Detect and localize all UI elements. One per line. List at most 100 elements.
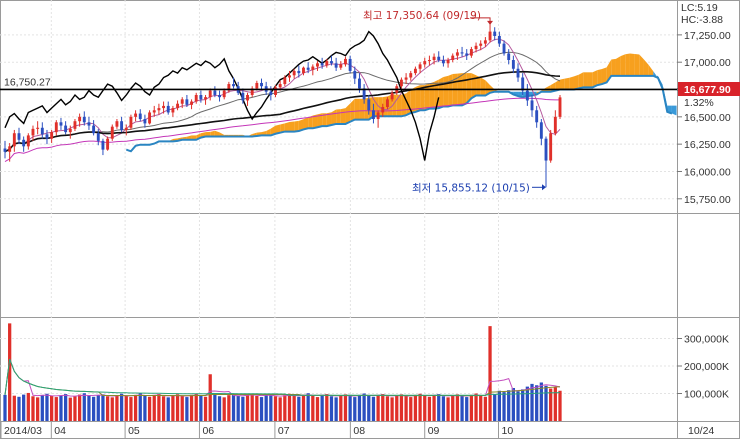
volume-bar: [423, 395, 427, 421]
volume-bar: [521, 389, 525, 421]
volume-bar: [175, 394, 180, 421]
volume-bar: [255, 395, 259, 421]
cloud-segment: [569, 76, 574, 90]
volume-tick-label: 300,000K: [684, 334, 729, 346]
volume-bar: [544, 385, 548, 421]
cloud-segment: [573, 74, 579, 90]
candle-body: [502, 43, 506, 54]
date-tick-label: 04: [54, 425, 66, 437]
candle-body: [330, 61, 333, 64]
volume-bar: [166, 397, 170, 421]
candle-body: [171, 108, 175, 113]
volume-bar: [446, 397, 450, 421]
date-tick-label: 09: [428, 425, 440, 437]
volume-bar: [315, 397, 320, 421]
high-annotation: 최고 17,350.64 (09/19): [363, 10, 481, 22]
candle-body: [143, 119, 147, 124]
price-tick-label: 15,750.00: [684, 194, 731, 206]
cloud-segment: [476, 75, 481, 96]
candle-body: [525, 90, 529, 101]
volume-bar: [539, 382, 543, 421]
candle-body: [376, 112, 380, 120]
candle-body: [64, 125, 68, 133]
date-tick-label: 10/24: [688, 425, 714, 437]
volume-bar: [40, 395, 44, 421]
candle-body: [246, 94, 249, 101]
lc-label: LC:5.19: [681, 2, 718, 14]
volume-bar: [371, 396, 376, 421]
volume-bar: [217, 396, 222, 421]
candle-body: [26, 135, 30, 147]
cloud-segment: [191, 135, 197, 140]
volume-bar: [203, 396, 208, 421]
volume-bar: [59, 395, 63, 421]
candle-body: [115, 121, 119, 127]
cloud-segment: [466, 73, 472, 104]
volume-bar: [180, 395, 184, 421]
candle-body: [8, 146, 12, 152]
volume-tick-label: 200,000K: [684, 361, 729, 373]
volume-bar: [292, 395, 296, 421]
cloud-segment: [555, 79, 560, 91]
candle-body: [451, 55, 455, 61]
volume-bar: [409, 397, 413, 421]
volume-bar: [17, 396, 21, 421]
volume-bar: [339, 395, 343, 421]
candle-body: [535, 110, 539, 123]
volume-bar: [511, 388, 515, 421]
volume-bar: [455, 394, 460, 421]
volume-bar: [549, 388, 553, 421]
cloud-segment: [219, 132, 225, 137]
volume-bar: [301, 394, 306, 421]
volume-bar: [82, 393, 86, 421]
volume-bar: [133, 394, 138, 421]
cloud-segment: [354, 98, 360, 120]
candle-body: [292, 70, 296, 76]
cloud-segment: [331, 109, 337, 126]
current-price-tag: [678, 82, 740, 96]
volume-bar: [479, 395, 483, 421]
candle-body: [539, 122, 543, 139]
cloud-segment: [597, 69, 602, 86]
candle-body: [358, 78, 361, 89]
cloud-segment: [410, 87, 416, 114]
cloud-segment: [639, 54, 644, 76]
volume-bar: [231, 394, 236, 421]
candle-body: [50, 132, 54, 139]
candle-body: [423, 61, 427, 65]
volume-bar: [259, 397, 264, 421]
volume-bar: [437, 394, 441, 421]
volume-bar: [404, 395, 408, 421]
volume-bar: [245, 394, 250, 421]
candle-body: [227, 84, 231, 91]
cloud-segment: [587, 72, 593, 88]
candle-body: [334, 63, 338, 68]
volume-bar: [91, 396, 96, 421]
volume-bar: [157, 394, 161, 421]
cloud-segment: [615, 56, 621, 76]
volume-bar: [152, 395, 156, 421]
volume-bar: [110, 397, 114, 421]
candle-body: [381, 107, 385, 113]
volume-bar: [474, 393, 478, 421]
cloud-edge-line: [125, 74, 673, 153]
candle-body: [17, 133, 21, 140]
candle-body: [3, 148, 7, 152]
cloud-segment: [443, 75, 449, 107]
volume-bar: [395, 395, 399, 421]
candle-body: [511, 60, 515, 69]
volume-bar: [497, 390, 502, 421]
candle-body: [96, 133, 100, 141]
candle-body: [488, 31, 492, 41]
volume-bar: [227, 395, 231, 421]
candle-body: [129, 116, 133, 128]
reference-line-label: 16,750.27: [4, 76, 51, 88]
candle-body: [460, 52, 464, 54]
volume-bar: [381, 394, 385, 421]
volume-bar: [367, 395, 371, 421]
candle-body: [297, 70, 301, 74]
candle-body: [12, 133, 16, 147]
cloud-segment: [294, 120, 299, 132]
